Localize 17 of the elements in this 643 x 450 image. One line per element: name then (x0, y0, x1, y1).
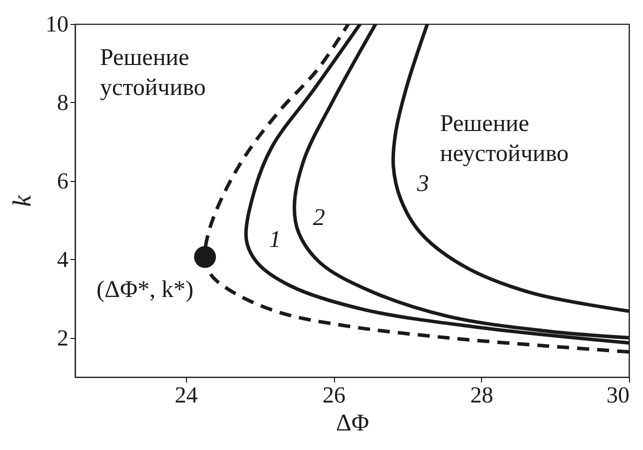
y-tick-label: 10 (46, 12, 68, 36)
y-tick-label: 6 (57, 168, 68, 194)
y-tick-label: 4 (57, 246, 69, 272)
y-tick-label: 2 (57, 325, 68, 350)
annotation: (ΔΦ*, k*) (96, 277, 194, 303)
x-tick-label: 30 (606, 382, 630, 408)
x-tick-label: 28 (470, 382, 494, 408)
x-tick-label: 26 (322, 382, 346, 408)
annotation: 3 (416, 171, 429, 197)
annotation: 2 (313, 205, 325, 231)
annotation: Решение неустойчиво (440, 111, 569, 167)
x-axis-title: ΔΦ (336, 410, 369, 436)
y-tick-label: 8 (57, 90, 68, 115)
x-tick-label: 24 (174, 382, 198, 408)
y-axis-title: k (8, 194, 36, 207)
annotation: 1 (269, 227, 281, 253)
annotation: Решение устойчиво (100, 45, 206, 101)
